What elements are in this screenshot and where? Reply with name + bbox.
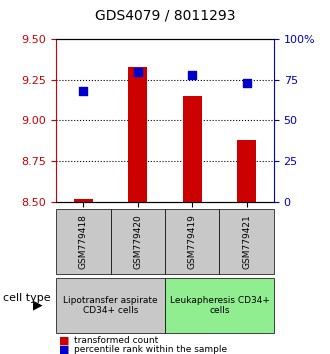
Point	[244, 80, 249, 86]
Text: Leukapheresis CD34+
cells: Leukapheresis CD34+ cells	[170, 296, 269, 315]
Point	[189, 72, 195, 78]
Bar	[128, 67, 147, 202]
Text: GSM779418: GSM779418	[79, 214, 88, 269]
Point	[135, 69, 141, 74]
Text: GSM779419: GSM779419	[188, 214, 197, 269]
Text: ■: ■	[59, 345, 70, 354]
Point	[81, 88, 86, 94]
Text: ■: ■	[59, 336, 70, 346]
Text: ▶: ▶	[33, 299, 43, 312]
Text: cell type: cell type	[3, 293, 51, 303]
Text: transformed count: transformed count	[74, 336, 158, 345]
Bar	[237, 140, 256, 202]
Text: GSM779420: GSM779420	[133, 214, 142, 269]
Text: GDS4079 / 8011293: GDS4079 / 8011293	[95, 9, 235, 23]
Text: percentile rank within the sample: percentile rank within the sample	[74, 345, 227, 354]
Text: Lipotransfer aspirate
CD34+ cells: Lipotransfer aspirate CD34+ cells	[63, 296, 158, 315]
Bar	[183, 96, 202, 202]
Text: GSM779421: GSM779421	[242, 214, 251, 269]
Bar	[74, 199, 93, 202]
